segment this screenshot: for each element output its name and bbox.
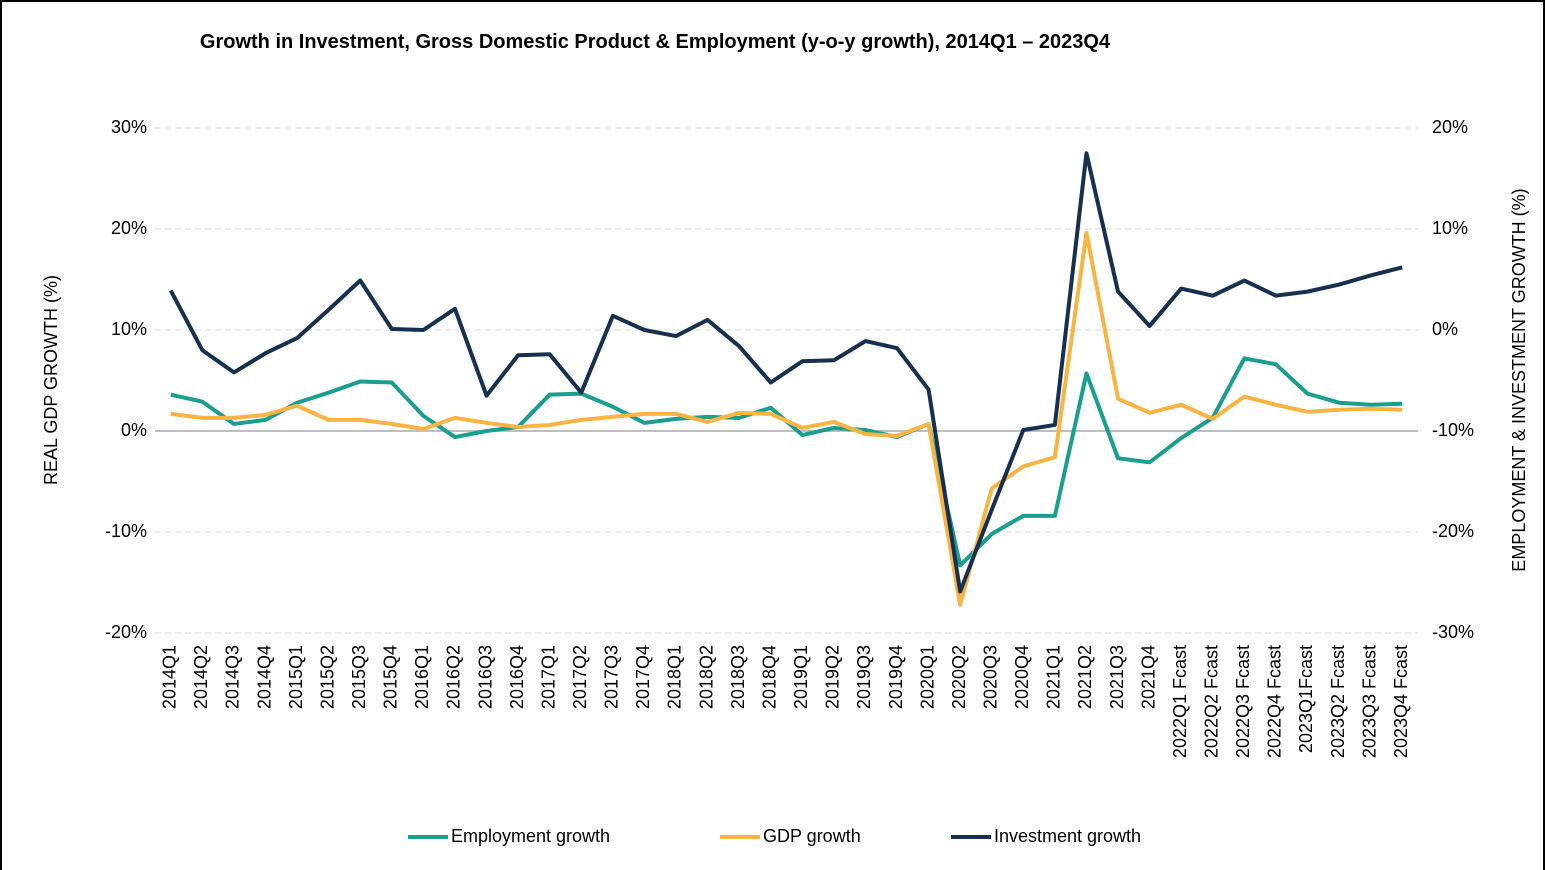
x-tick-label: 2020Q2 [949, 645, 969, 709]
legend-label: GDP growth [763, 826, 861, 846]
x-tick-label: 2016Q4 [507, 645, 527, 709]
x-tick-label: 2022Q3 Fcast [1233, 645, 1253, 758]
x-tick-label: 2016Q2 [444, 645, 464, 709]
x-tick-label: 2023Q1Fcast [1296, 645, 1316, 753]
x-tick-label: 2017Q2 [570, 645, 590, 709]
x-tick-label: 2022Q2 Fcast [1202, 645, 1222, 758]
x-tick-label: 2017Q1 [538, 645, 558, 709]
y-axis-title: REAL GDP GROWTH (%) [41, 275, 61, 485]
series-line [170, 231, 1403, 607]
x-tick-label: 2015Q3 [349, 645, 369, 709]
x-tick-label: 2020Q3 [980, 645, 1000, 709]
x-tick-label: 2018Q4 [759, 645, 779, 709]
x-tick-label: 2019Q1 [791, 645, 811, 709]
x-tick-label: 2023Q4 Fcast [1391, 645, 1411, 758]
x-tick-label: 2019Q2 [823, 645, 843, 709]
x-tick-label: 2019Q4 [886, 645, 906, 709]
x-tick-label: 2021Q3 [1107, 645, 1127, 709]
x-tick-label: 2015Q1 [286, 645, 306, 709]
y-tick-label: -20% [105, 622, 147, 642]
x-tick-label: 2020Q4 [1012, 645, 1032, 709]
x-tick-label: 2021Q2 [1075, 645, 1095, 709]
y2-tick-label: 20% [1432, 117, 1468, 137]
x-tick-label: 2019Q3 [854, 645, 874, 709]
y2-axis-title: EMPLOYMENT & INVESTMENT GROWTH (%) [1509, 188, 1529, 571]
x-tick-label: 2022Q4 Fcast [1265, 645, 1285, 758]
x-tick-label: 2015Q2 [317, 645, 337, 709]
legend-label: Employment growth [451, 826, 610, 846]
y-tick-label: 30% [111, 117, 147, 137]
y2-tick-label: -10% [1432, 420, 1474, 440]
y2-tick-label: 10% [1432, 218, 1468, 238]
x-tick-label: 2017Q3 [602, 645, 622, 709]
x-tick-label: 2018Q1 [665, 645, 685, 709]
y2-tick-label: -30% [1432, 622, 1474, 642]
x-tick-label: 2014Q4 [254, 645, 274, 709]
y-tick-label: 10% [111, 319, 147, 339]
chart-title: Growth in Investment, Gross Domestic Pro… [199, 31, 1111, 53]
x-tick-label: 2016Q3 [475, 645, 495, 709]
y2-tick-label: -20% [1432, 521, 1474, 541]
x-tick-label: 2015Q4 [381, 645, 401, 709]
x-tick-label: 2018Q2 [696, 645, 716, 709]
y-tick-label: 20% [111, 218, 147, 238]
series-line [169, 151, 1403, 594]
x-tick-label: 2023Q3 Fcast [1359, 645, 1379, 758]
legend-label: Investment growth [994, 826, 1141, 846]
y-tick-label: 0% [121, 420, 147, 440]
x-tick-label: 2018Q3 [728, 645, 748, 709]
y-tick-label: -10% [105, 521, 147, 541]
x-tick-label: 2020Q1 [917, 645, 937, 709]
x-tick-label: 2014Q2 [191, 645, 211, 709]
y2-tick-label: 0% [1432, 319, 1458, 339]
x-tick-label: 2017Q4 [633, 645, 653, 709]
x-tick-label: 2014Q1 [160, 645, 180, 709]
x-tick-label: 2021Q1 [1044, 645, 1064, 709]
x-tick-label: 2022Q1 Fcast [1170, 645, 1190, 758]
x-tick-label: 2021Q4 [1138, 645, 1158, 709]
x-tick-label: 2016Q1 [412, 645, 432, 709]
x-tick-label: 2014Q3 [223, 645, 243, 709]
x-tick-label: 2023Q2 Fcast [1328, 645, 1348, 758]
